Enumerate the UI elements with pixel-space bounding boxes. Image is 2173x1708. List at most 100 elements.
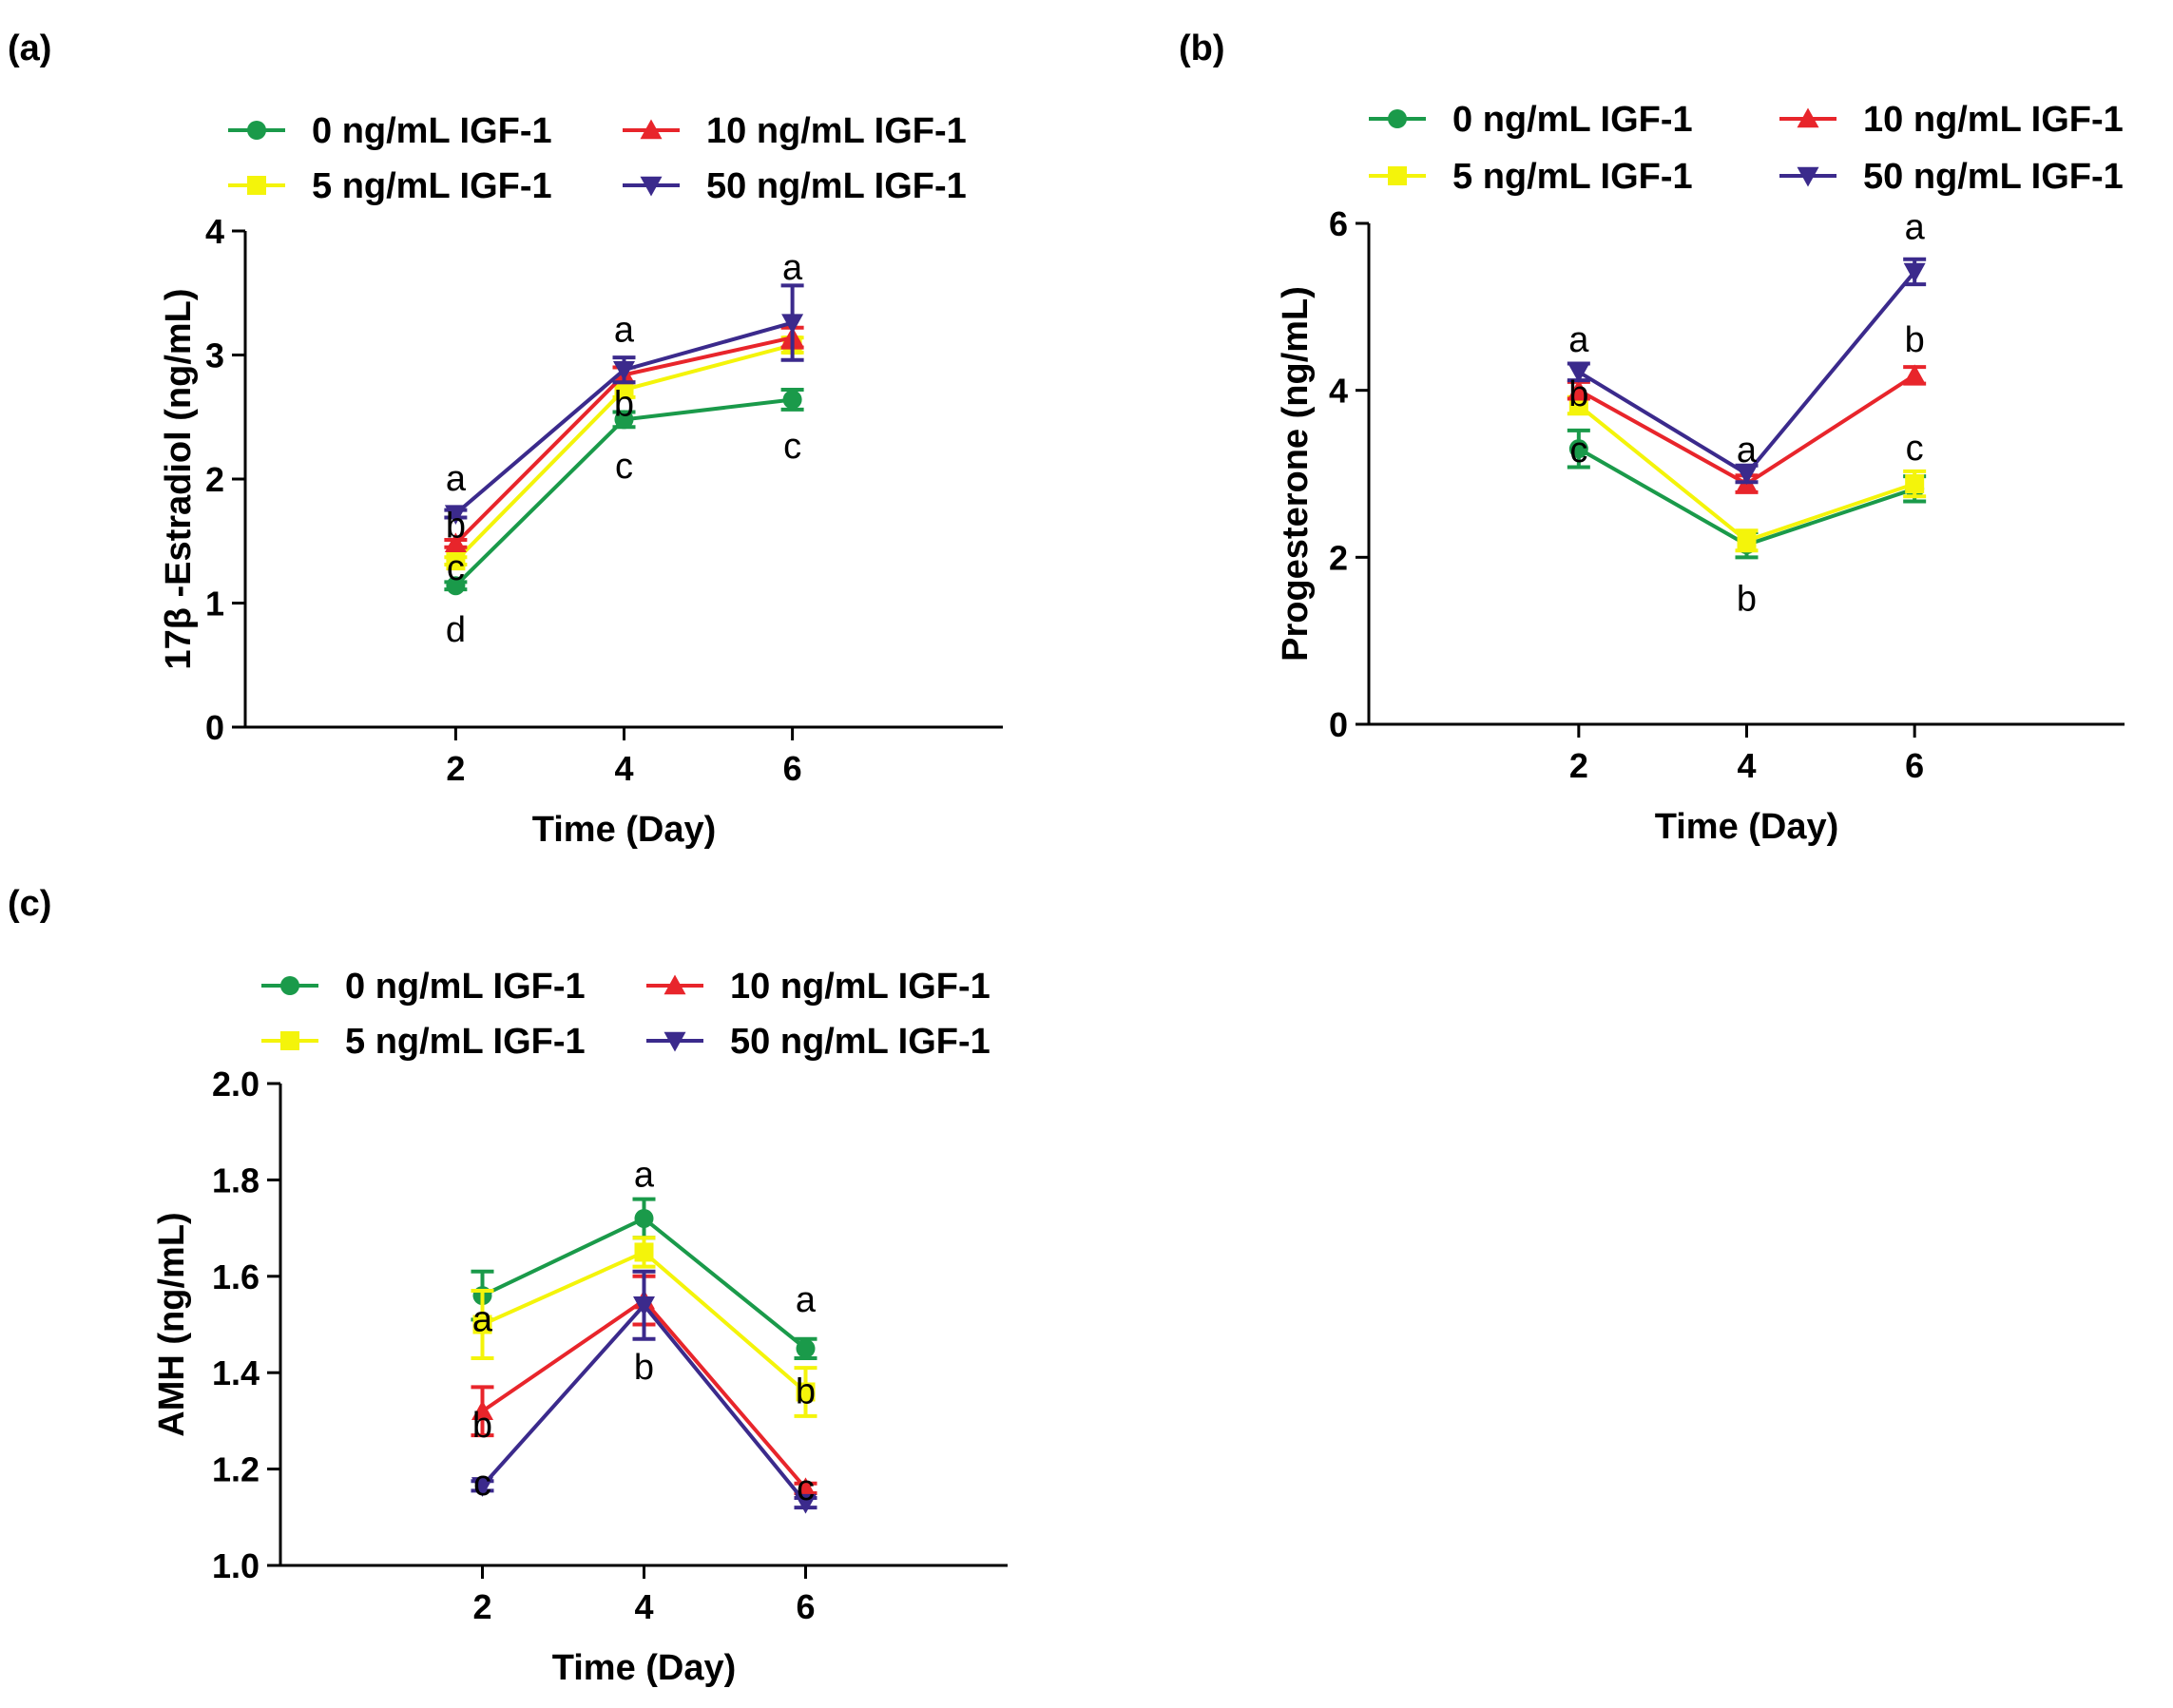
legend-item: 10 ng/mL IGF-1 <box>623 111 967 151</box>
significance-letter: b <box>796 1372 816 1411</box>
panel-label-c: (c) <box>8 884 52 924</box>
significance-letter: a <box>782 248 803 288</box>
significance-letter: d <box>446 610 466 650</box>
legend-label: 50 ng/mL IGF-1 <box>1863 157 2124 197</box>
legend-marker <box>1797 107 1819 128</box>
y-tick-label: 0 <box>205 708 224 747</box>
legend-marker <box>640 119 663 140</box>
legend-item: 10 ng/mL IGF-1 <box>1779 100 2124 140</box>
data-point <box>1568 395 1588 415</box>
significance-letter: a <box>1568 320 1589 360</box>
significance-letter: c <box>1569 431 1587 470</box>
legend-marker <box>1388 109 1407 128</box>
data-point <box>471 1400 493 1420</box>
panel-b: 0 2 4 6 2 4 6 Time (Day) Progesterone (ng/mL) a b c… <box>1084 0 2173 855</box>
legend-label: 0 ng/mL IGF-1 <box>345 967 586 1007</box>
significance-letter: b <box>634 1348 654 1388</box>
legend-item: 5 ng/mL IGF-1 <box>1369 157 1693 197</box>
significance-letter: c <box>783 427 801 467</box>
legend-item: 0 ng/mL IGF-1 <box>261 967 586 1007</box>
data-point <box>1737 530 1757 550</box>
chart-estradiol: 0 1 2 3 4 2 4 6 Time (Day) 17β -Estradiol (ng/mL)… <box>159 111 1003 850</box>
x-tick-label: 2 <box>1569 746 1588 785</box>
y-tick-label: 1.4 <box>212 1353 260 1392</box>
significance-letter: a <box>1737 431 1758 470</box>
y-tick-label: 1 <box>205 585 224 624</box>
data-point <box>1905 474 1925 494</box>
series-3 <box>471 1269 817 1514</box>
significance-letter: c <box>797 1468 815 1508</box>
legend-label: 10 ng/mL IGF-1 <box>1863 100 2124 140</box>
y-tick-label: 2.0 <box>212 1065 260 1103</box>
legend-marker <box>280 1031 299 1050</box>
series-1 <box>1567 394 1927 553</box>
data-point <box>1567 363 1590 383</box>
data-point <box>795 1477 817 1498</box>
legend-label: 0 ng/mL IGF-1 <box>1452 100 1693 140</box>
legend-item: 5 ng/mL IGF-1 <box>228 166 552 206</box>
x-tick-label: 6 <box>796 1587 815 1626</box>
y-axis-label: 17β -Estradiol (ng/mL) <box>159 288 199 669</box>
legend-marker <box>247 121 266 140</box>
data-point <box>782 390 802 410</box>
chart-amh: 1.0 1.2 1.4 1.6 1.8 2.0 2 4 6 Time (Day) AMH (ng/m… <box>152 967 1008 1688</box>
y-axis-label: AMH (ng/mL) <box>152 1212 192 1436</box>
legend-marker <box>1388 166 1407 185</box>
data-point <box>472 1315 492 1334</box>
x-tick-label: 4 <box>1737 746 1756 785</box>
x-tick-label: 6 <box>783 749 802 788</box>
significance-letter: a <box>614 310 635 350</box>
legend-item: 50 ng/mL IGF-1 <box>1779 157 2124 197</box>
legend-label: 5 ng/mL IGF-1 <box>345 1022 586 1062</box>
legend-item: 50 ng/mL IGF-1 <box>623 166 967 206</box>
significance-letter: c <box>1906 429 1924 469</box>
y-axis-label: Progesterone (ng/mL) <box>1276 286 1316 662</box>
legend-item: 10 ng/mL IGF-1 <box>646 967 990 1007</box>
x-tick-label: 6 <box>1905 746 1924 785</box>
data-point <box>795 1493 817 1514</box>
legend-label: 50 ng/mL IGF-1 <box>706 166 967 206</box>
legend-label: 50 ng/mL IGF-1 <box>730 1022 990 1062</box>
legend-marker <box>1797 166 1819 187</box>
data-point <box>471 1477 493 1497</box>
significance-letter: c <box>473 1464 491 1504</box>
significance-letter: a <box>472 1299 493 1339</box>
data-point <box>634 1208 654 1228</box>
data-point <box>1903 364 1926 385</box>
data-point <box>614 380 634 400</box>
data-point <box>1567 379 1590 399</box>
legend-marker <box>663 1031 686 1052</box>
x-tick-label: 4 <box>614 749 633 788</box>
data-point <box>444 505 467 526</box>
y-tick-label: 2 <box>1329 538 1348 577</box>
series-0 <box>444 388 804 596</box>
y-tick-label: 1.8 <box>212 1161 260 1199</box>
legend-marker <box>640 176 663 197</box>
panel-label-a: (a) <box>8 29 52 68</box>
y-tick-label: 2 <box>205 460 224 499</box>
series-3 <box>1567 257 1927 485</box>
legend-label: 5 ng/mL IGF-1 <box>312 166 552 206</box>
data-point <box>634 1242 654 1262</box>
y-tick-label: 4 <box>205 212 224 251</box>
y-tick-label: 1.2 <box>212 1450 260 1489</box>
legend-item: 5 ng/mL IGF-1 <box>261 1022 586 1062</box>
legend-item: 0 ng/mL IGF-1 <box>1369 100 1693 140</box>
data-point <box>1736 465 1758 485</box>
data-point <box>446 576 466 596</box>
x-tick-label: 4 <box>634 1587 653 1626</box>
legend-label: 10 ng/mL IGF-1 <box>730 967 990 1007</box>
data-point <box>1903 262 1926 283</box>
series-3 <box>444 283 804 526</box>
data-point <box>446 551 466 571</box>
data-point <box>781 314 804 335</box>
x-axis-label: Time (Day) <box>1655 807 1839 847</box>
legend-marker <box>663 974 686 995</box>
significance-letter: c <box>447 548 465 588</box>
series-1 <box>471 1236 817 1418</box>
panel-a: 0 1 2 3 4 2 4 6 Time (Day) 17β -Estradiol (ng/mL)… <box>0 0 1084 855</box>
y-tick-label: 1.0 <box>212 1546 260 1585</box>
x-axis-label: Time (Day) <box>532 810 717 850</box>
panel-c: 1.0 1.2 1.4 1.6 1.8 2.0 2 4 6 Time (Day) AMH (ng/m… <box>0 855 1084 1708</box>
